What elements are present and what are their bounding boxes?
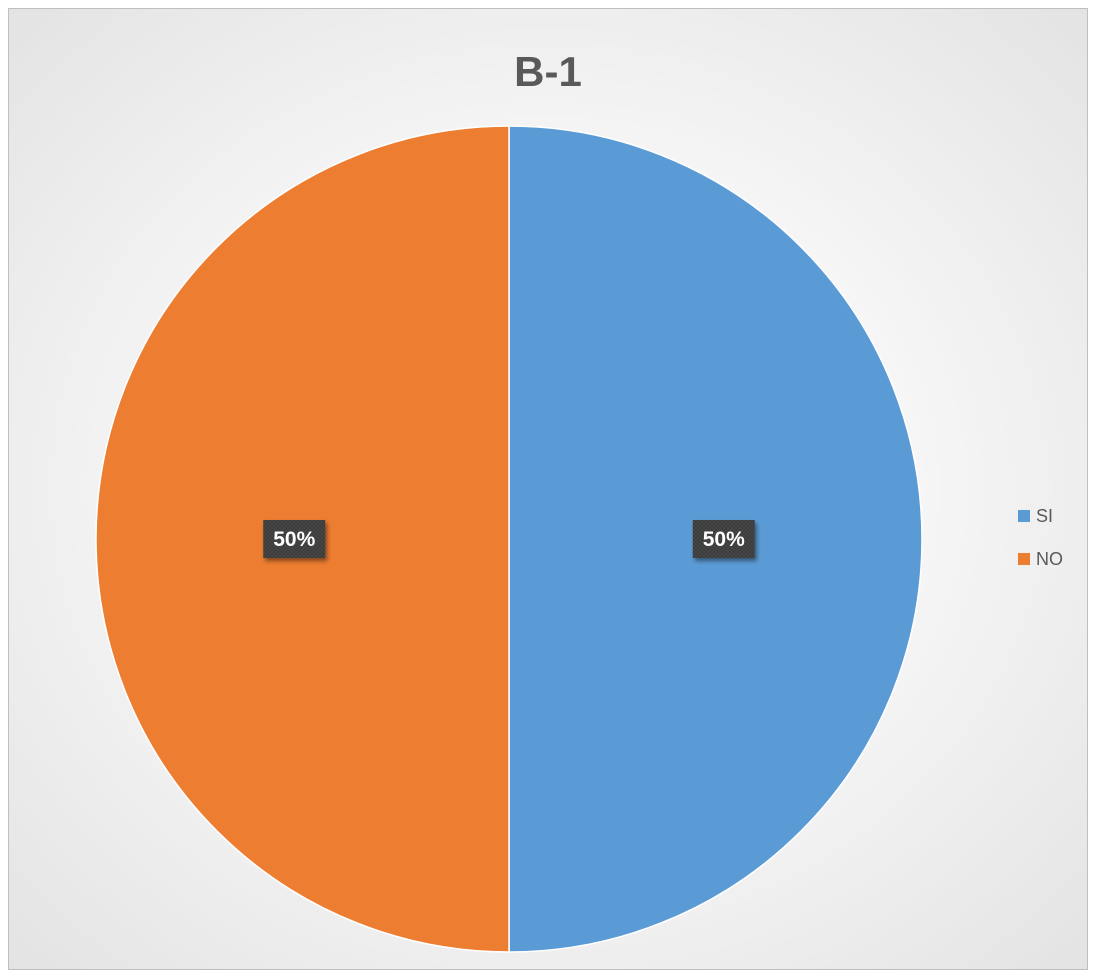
chart-area: B-1 50% 50% SI NO: [8, 8, 1088, 970]
pie-slices: [95, 125, 923, 953]
data-label-text: 50%: [273, 528, 315, 551]
data-label-no: 50%: [263, 520, 326, 558]
data-label-text: 50%: [703, 528, 745, 551]
data-label-si: 50%: [692, 520, 755, 558]
pie-chart: B-1 50% 50% SI NO: [95, 48, 1063, 953]
legend: SI NO: [1018, 506, 1063, 569]
legend-item-si: SI: [1018, 506, 1053, 526]
data-label-box: [692, 520, 755, 558]
chart-title: B-1: [514, 48, 582, 95]
data-label-box: [263, 520, 326, 558]
legend-label: SI: [1036, 506, 1053, 526]
legend-swatch: [1018, 553, 1030, 565]
legend-label: NO: [1036, 549, 1063, 569]
legend-swatch: [1018, 510, 1030, 522]
legend-item-no: NO: [1018, 549, 1063, 569]
data-labels: 50% 50%: [263, 520, 755, 558]
